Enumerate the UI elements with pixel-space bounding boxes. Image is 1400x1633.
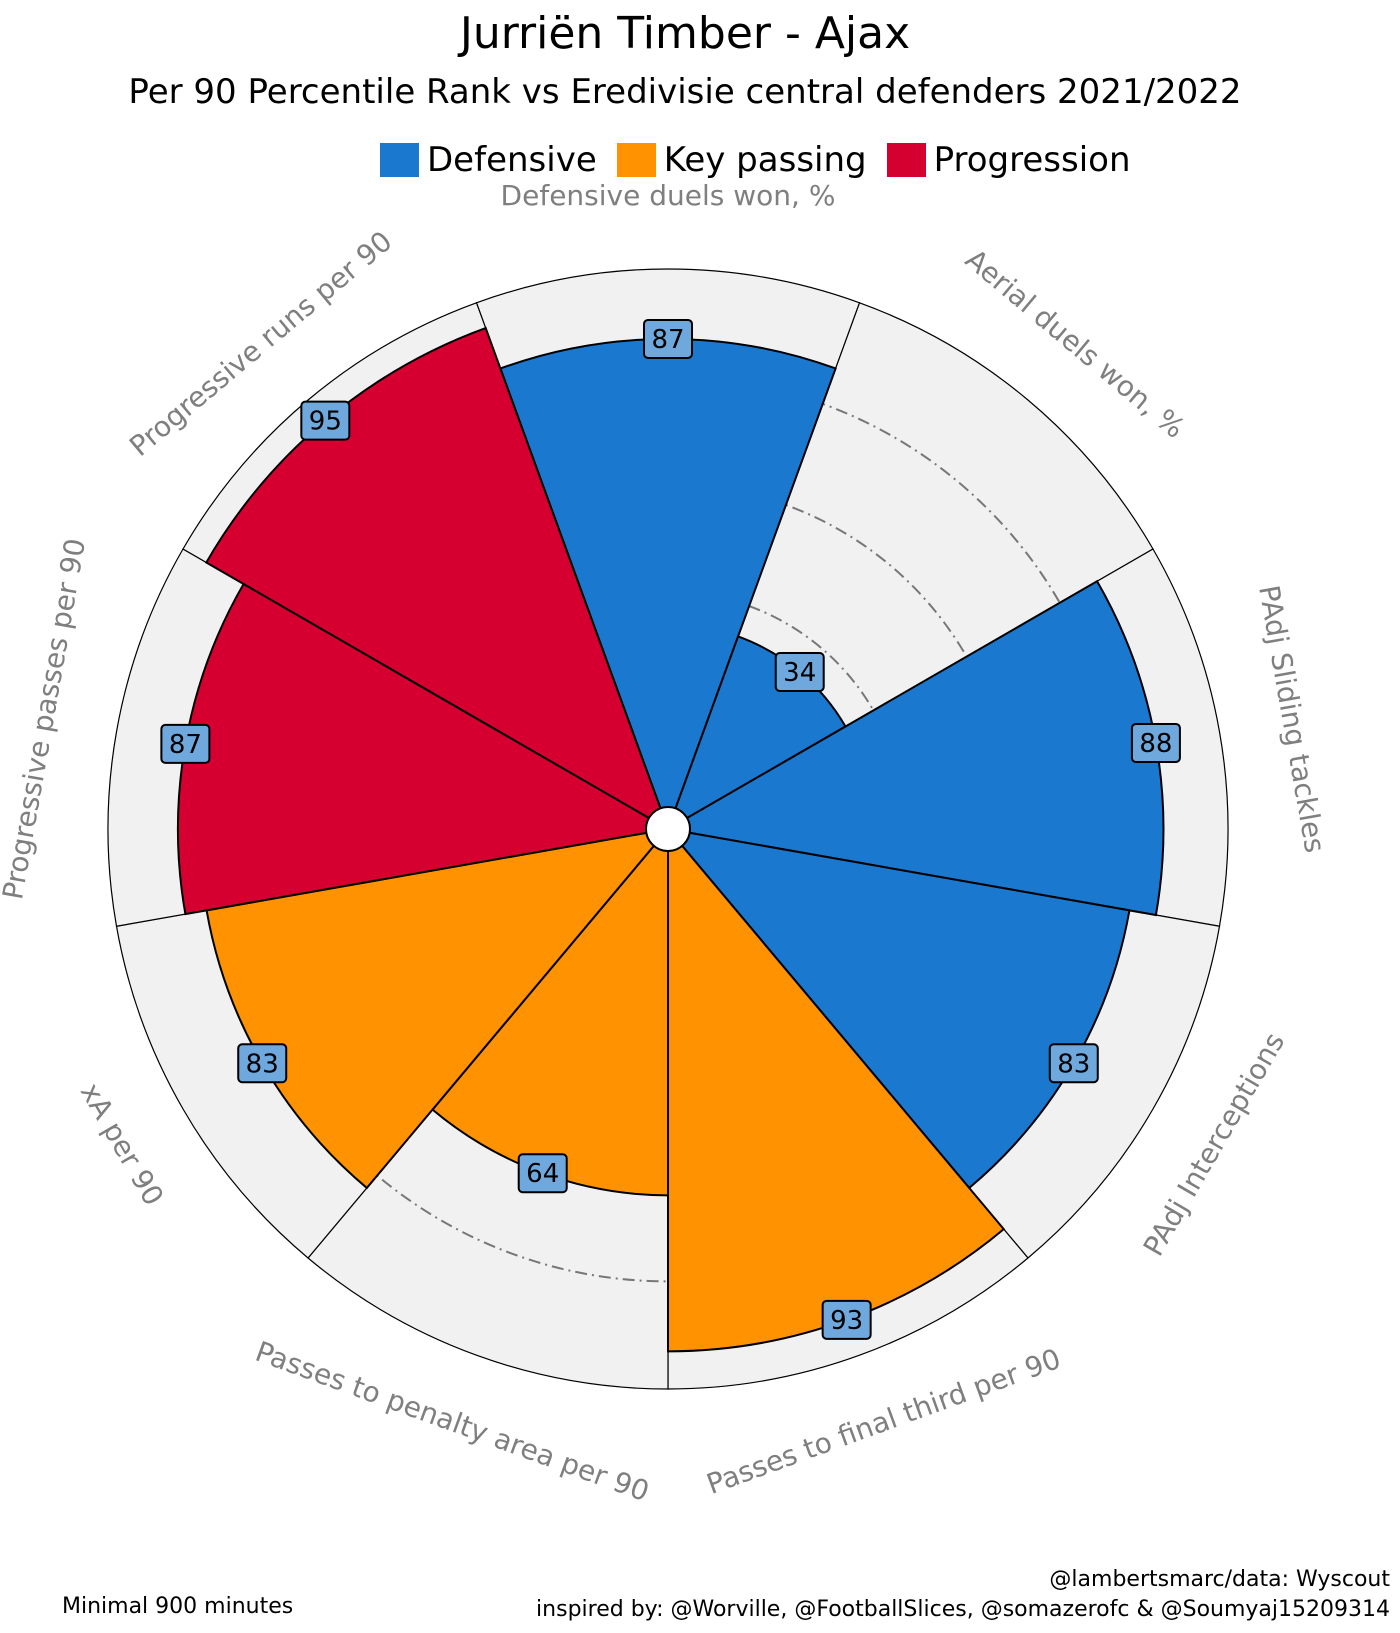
- value-box: [160, 723, 211, 764]
- legend-item-key-passing: Key passing: [616, 140, 867, 180]
- value-box: [517, 1153, 568, 1194]
- value-text: 87: [169, 730, 202, 760]
- legend-label-defensive: Defensive: [427, 140, 597, 180]
- value-label-progressive-runs-per-90: 95: [300, 400, 351, 441]
- value-box: [821, 1299, 872, 1340]
- value-text: 95: [309, 407, 342, 437]
- value-box: [237, 1043, 288, 1084]
- value-box: [643, 318, 693, 359]
- value-label-aerial-duels-won: 34: [774, 652, 825, 693]
- legend-label-key-passing: Key passing: [663, 140, 867, 180]
- value-box: [1130, 722, 1181, 763]
- value-text: 83: [1057, 1049, 1090, 1079]
- center-hole: [645, 806, 691, 852]
- legend-label-progression: Progression: [933, 140, 1131, 180]
- category-label-padj-sliding-tackles: PAdj Sliding tackles: [1252, 583, 1332, 855]
- category-label-xa-per-90: xA per 90: [74, 1077, 170, 1211]
- value-box: [1048, 1043, 1099, 1084]
- value-label-xa-per-90: 83: [237, 1043, 288, 1084]
- chart-subtitle: Per 90 Percentile Rank vs Eredivisie cen…: [128, 72, 1242, 112]
- footer-minimal-minutes: Minimal 900 minutes: [62, 1594, 294, 1619]
- footer-credits: @lambertsmarc/data: Wyscout inspired by:…: [536, 1565, 1390, 1625]
- category-label-progressive-passes-per-90: Progressive passes per 90: [0, 536, 92, 902]
- value-text: 93: [830, 1306, 863, 1336]
- value-text: 34: [783, 658, 816, 688]
- footer-credits-line2: inspired by: @Worville, @FootballSlices,…: [536, 1597, 1390, 1622]
- value-text: 64: [526, 1159, 559, 1189]
- legend-item-progression: Progression: [886, 140, 1131, 180]
- category-label-defensive-duels-won: Defensive duels won, %: [501, 179, 836, 212]
- chart-title: Jurriën Timber - Ajax: [459, 8, 911, 59]
- value-text: 88: [1139, 729, 1172, 759]
- value-label-passes-to-final-third-per-90: 93: [821, 1299, 872, 1340]
- legend: Defensive Key passing Progression: [380, 140, 1151, 180]
- value-box: [300, 400, 351, 441]
- legend-item-defensive: Defensive: [380, 140, 597, 180]
- value-label-defensive-duels-won: 87: [643, 318, 693, 359]
- legend-swatch-progression: [886, 143, 926, 177]
- value-text: 87: [651, 325, 684, 355]
- legend-swatch-key-passing: [616, 143, 656, 177]
- value-text: 83: [246, 1049, 279, 1079]
- legend-swatch-defensive: [380, 143, 419, 177]
- value-label-progressive-passes-per-90: 87: [160, 723, 211, 764]
- value-label-padj-interceptions: 83: [1048, 1043, 1099, 1084]
- value-box: [774, 652, 825, 693]
- value-label-passes-to-penalty-area-per-90: 64: [517, 1153, 568, 1194]
- value-label-padj-sliding-tackles: 88: [1130, 722, 1181, 763]
- footer-credits-line1: @lambertsmarc/data: Wyscout: [1049, 1567, 1390, 1592]
